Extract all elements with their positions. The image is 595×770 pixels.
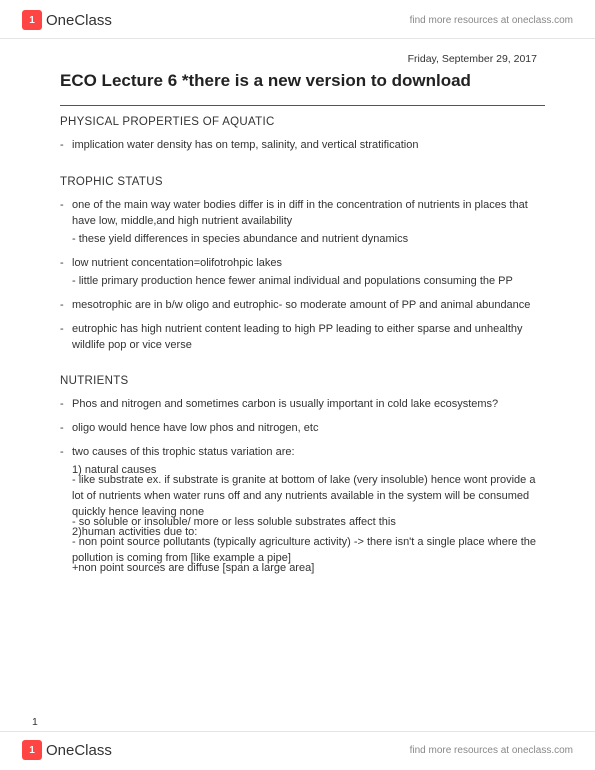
section-nutrients: NUTRIENTS - Phos and nitrogen and someti… — [60, 375, 545, 576]
page-title: ECO Lecture 6 *there is a new version to… — [60, 71, 545, 91]
list-item: - low nutrient concentation=olifotrohpic… — [60, 256, 545, 272]
list-item: - two causes of this trophic status vari… — [60, 445, 545, 461]
section-heading: TROPHIC STATUS — [60, 176, 545, 188]
list-item: - oligo would hence have low phos and ni… — [60, 421, 545, 437]
item-text: eutrophic has high nutrient content lead… — [72, 322, 545, 354]
title-rule — [60, 105, 545, 106]
dash-icon: - — [60, 138, 72, 154]
dash-icon: - — [60, 445, 72, 461]
dash-icon: - — [60, 397, 72, 413]
document-body: Friday, September 29, 2017 ECO Lecture 6… — [0, 39, 595, 577]
item-text: oligo would hence have low phos and nitr… — [72, 421, 545, 437]
brand-name: OneClass — [46, 12, 112, 29]
list-item: - eutrophic has high nutrient content le… — [60, 322, 545, 354]
brand-logo[interactable]: 1 OneClass — [22, 740, 112, 760]
logo-icon: 1 — [22, 10, 42, 30]
item-text: one of the main way water bodies differ … — [72, 198, 545, 230]
doc-date: Friday, September 29, 2017 — [60, 53, 545, 65]
list-item: - one of the main way water bodies diffe… — [60, 198, 545, 230]
sub-item: - little primary production hence fewer … — [60, 274, 545, 290]
dash-icon: - — [60, 298, 72, 314]
list-item: - implication water density has on temp,… — [60, 138, 545, 154]
brand-logo[interactable]: 1 OneClass — [22, 10, 112, 30]
resources-link[interactable]: find more resources at oneclass.com — [410, 15, 573, 26]
item-text: mesotrophic are in b/w oligo and eutroph… — [72, 298, 545, 314]
resources-link[interactable]: find more resources at oneclass.com — [410, 745, 573, 756]
list-item: - mesotrophic are in b/w oligo and eutro… — [60, 298, 545, 314]
dash-icon: - — [60, 198, 72, 230]
top-header: 1 OneClass find more resources at onecla… — [0, 0, 595, 39]
section-heading: PHYSICAL PROPERTIES OF AQUATIC — [60, 116, 545, 128]
brand-name: OneClass — [46, 742, 112, 759]
list-item: - Phos and nitrogen and sometimes carbon… — [60, 397, 545, 413]
item-text: Phos and nitrogen and sometimes carbon i… — [72, 397, 545, 413]
section-heading: NUTRIENTS — [60, 375, 545, 387]
logo-icon: 1 — [22, 740, 42, 760]
dash-icon: - — [60, 421, 72, 437]
dash-icon: - — [60, 256, 72, 272]
section-physical: PHYSICAL PROPERTIES OF AQUATIC - implica… — [60, 116, 545, 154]
bottom-footer: 1 OneClass find more resources at onecla… — [0, 731, 595, 770]
dash-icon: - — [60, 322, 72, 354]
sub-item: - these yield differences in species abu… — [60, 232, 545, 248]
item-text: implication water density has on temp, s… — [72, 138, 545, 154]
item-text: two causes of this trophic status variat… — [72, 445, 545, 461]
item-text: low nutrient concentation=olifotrohpic l… — [72, 256, 545, 272]
page-number: 1 — [32, 716, 38, 728]
section-trophic: TROPHIC STATUS - one of the main way wat… — [60, 176, 545, 354]
sub-item: +non point sources are diffuse [span a l… — [60, 561, 545, 577]
sub-item: - like substrate ex. if substrate is gra… — [60, 473, 545, 521]
